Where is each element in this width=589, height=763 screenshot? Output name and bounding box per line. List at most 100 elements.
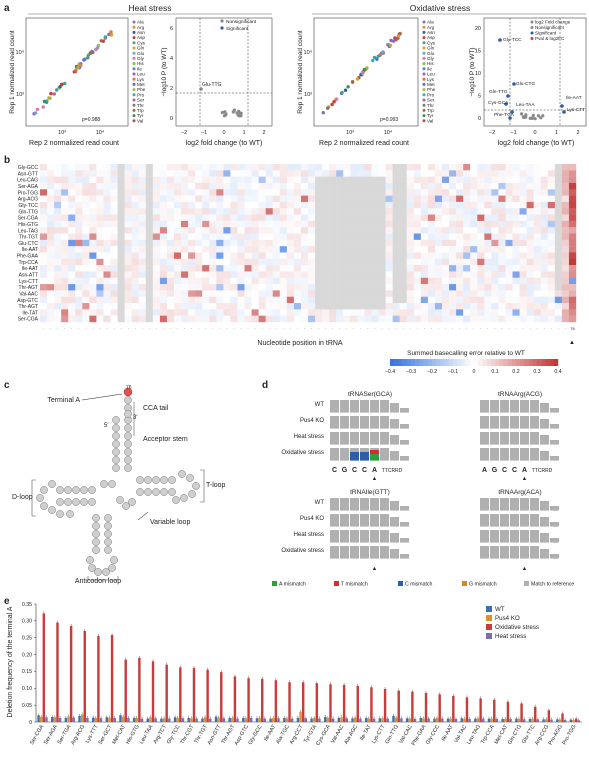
scatter-point [88,51,93,55]
coverage-bar [340,400,349,413]
legend-dot [422,77,426,81]
coverage-bar [340,498,349,511]
colorbar-segment [461,359,466,366]
heatmap-cell [420,271,429,278]
heatmap-cell [181,170,189,177]
heatmap-cell [124,315,132,323]
heatmap-cell [188,246,196,253]
heatmap-cell [300,189,309,196]
nucleotide [188,490,196,498]
heatmap-cell [420,252,429,259]
heatmap-cell [202,284,210,291]
heatmap-cell [308,195,316,203]
heatmap-cell [322,233,330,241]
heatmap-cell [251,246,259,253]
coverage-bar [370,514,379,527]
heatmap-cell [434,246,443,253]
bar [51,716,54,722]
heatmap-cell [131,170,139,177]
heatmap-cell [491,258,499,266]
heatmap-cell [477,309,485,316]
heatmap-cell [561,315,570,323]
heatmap-cell [117,265,125,272]
heatmap-cell [216,309,224,316]
heatmap-cell [54,227,62,234]
legend-aa-label: Trp [427,108,434,113]
heatmap-cell [371,315,379,323]
heatmap-cell [258,252,266,259]
category-label: Gly-CCC [425,724,441,746]
heatmap-cell [406,265,414,272]
heatmap-cell [427,296,436,304]
y-tick-label: 0.20 [22,652,32,658]
coverage-bar [340,416,349,429]
heatmap-cell [89,309,97,316]
heatmap-cell [251,296,259,304]
heatmap-cell [265,252,273,259]
heatmap-cell [124,195,132,203]
heatmap-cell [519,227,527,234]
heatmap-cell [82,303,90,310]
trna-cloverleaf [31,396,205,581]
heatmap-cell [491,284,499,291]
heatmap-cell [202,315,210,323]
terminal-a-arrow [81,393,123,401]
legend-dot [132,114,136,118]
heat-scatter-xlabel: Rep 2 normalized read count [29,140,119,147]
heatmap-cell [519,239,527,247]
mismatch-panel-title: tRNAArg(ACA) [498,489,541,496]
volcano-point [533,117,537,121]
heatmap-cell [61,258,69,266]
heatmap-cell [308,296,316,304]
heatmap-cell [561,201,570,209]
heatmap-cell [357,315,365,323]
heatmap-cell [272,239,280,247]
bar [209,718,212,722]
heatmap-cell [343,208,351,215]
heatmap-cell [251,227,259,234]
heatmap-cell [279,315,288,323]
heatmap-cell [258,246,266,253]
heatmap-col-label: · [381,326,382,331]
bar [509,718,512,722]
heatmap-cell [209,182,217,190]
heatmap-cell [216,233,224,241]
heatmap-cell [272,296,280,304]
heatmap-cell [181,201,189,209]
heatmap-cell [547,182,556,190]
heatmap-cell [279,284,288,291]
coverage-bar [360,498,369,511]
heatmap-cell [329,182,337,190]
coverage-bar [540,517,549,527]
heatmap-cell [491,309,499,316]
heatmap-cell [350,176,358,184]
heatmap-cell [145,214,154,222]
heatmap-cell [442,284,450,291]
heat-scatter-xtick-1: 10³ [58,130,66,136]
heatmap-cell [336,239,344,247]
bar [372,718,376,722]
heatmap-cell [103,182,111,190]
heatmap-cell [223,265,231,272]
heatmap-cell [300,214,309,222]
heatmap-cell [491,195,499,203]
heatmap-cell [82,315,90,323]
heatmap-cell [279,227,288,234]
heatmap-cell [124,290,132,297]
heatmap-cell [188,208,196,215]
bar [263,718,267,722]
heatmap-cell [131,201,139,209]
heatmap-cell [470,315,478,323]
colorbar-tick: −0.4 [385,369,395,375]
scatter-point [49,91,53,96]
heatmap-cell [378,290,386,297]
ox-scatter-xtick-1: 10³ [346,130,354,136]
nucleotide [102,568,110,576]
heatmap-cell [272,208,280,215]
mismatch-bar [370,452,379,461]
heatmap-cell [357,271,365,278]
bar [517,718,521,722]
heatmap-cell [399,265,407,272]
heatmap-cell [322,258,330,266]
heatmap-cell [470,201,478,209]
